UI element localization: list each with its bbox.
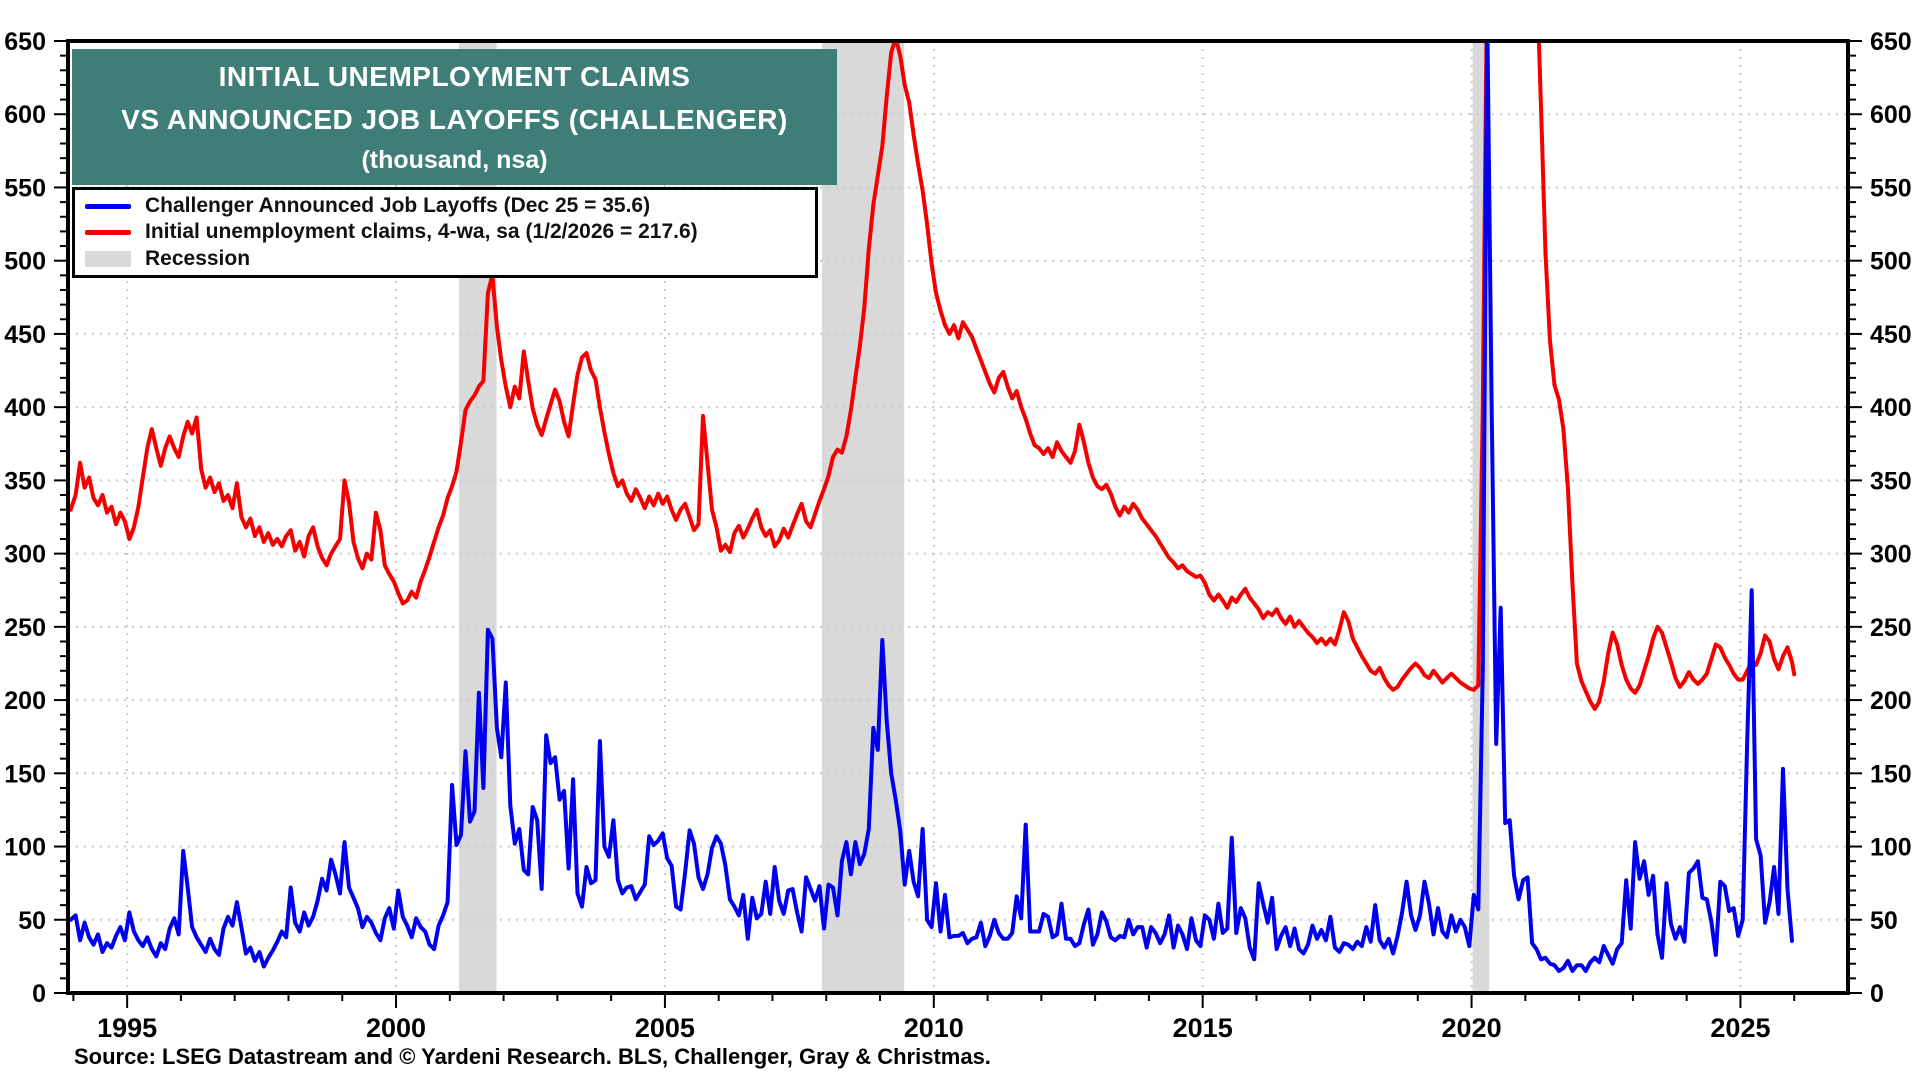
- y-axis-label-right: 450: [1870, 321, 1912, 349]
- x-axis-year-label: 2015: [1173, 1013, 1233, 1043]
- y-axis-label-right: 350: [1870, 467, 1912, 495]
- challenger-layoffs-line: [68, 41, 1794, 973]
- x-axis-year-label: 2010: [904, 1013, 964, 1043]
- legend-item-initial-claims: Initial unemployment claims, 4-wa, sa (1…: [85, 220, 805, 245]
- y-axis-label-left: 50: [18, 907, 46, 935]
- chart-legend: Challenger Announced Job Layoffs (Dec 25…: [72, 187, 818, 278]
- x-axis-year-label: 2005: [635, 1013, 695, 1043]
- legend-label-claims: Initial unemployment claims, 4-wa, sa (1…: [145, 220, 698, 244]
- y-axis-label-right: 650: [1870, 28, 1912, 56]
- legend-label-challenger: Challenger Announced Job Layoffs (Dec 25…: [145, 194, 651, 218]
- chart-title-box: INITIAL UNEMPLOYMENT CLAIMS VS ANNOUNCED…: [72, 49, 837, 185]
- y-axis-label-right: 150: [1870, 760, 1912, 788]
- y-axis-label-right: 0: [1870, 980, 1884, 1008]
- y-axis-label-right: 550: [1870, 174, 1912, 202]
- y-axis-label-right: 200: [1870, 687, 1912, 715]
- y-axis-label-left: 500: [4, 248, 46, 276]
- y-axis-label-left: 550: [4, 174, 46, 202]
- legend-label-recession: Recession: [145, 246, 251, 270]
- chart-units-label: (thousand, nsa): [361, 145, 548, 174]
- y-axis-label-right: 500: [1870, 248, 1912, 276]
- y-axis-label-left: 200: [4, 687, 46, 715]
- y-axis-label-left: 400: [4, 394, 46, 422]
- recession-swatch-icon: [85, 250, 131, 267]
- y-axis-label-right: 100: [1870, 834, 1912, 862]
- x-axis-year-label: 2025: [1710, 1013, 1770, 1043]
- x-axis-year-label: 1995: [97, 1013, 157, 1043]
- y-axis-label-right: 600: [1870, 101, 1912, 129]
- y-axis-label-left: 600: [4, 101, 46, 129]
- y-axis-label-left: 450: [4, 321, 46, 349]
- y-axis-label-left: 150: [4, 760, 46, 788]
- x-axis-year-label: 2000: [366, 1013, 426, 1043]
- chart-title-line2: VS ANNOUNCED JOB LAYOFFS (CHALLENGER): [121, 104, 788, 136]
- y-axis-label-left: 0: [32, 980, 46, 1008]
- initial-claims-line: [68, 41, 1797, 711]
- y-axis-label-right: 300: [1870, 541, 1912, 569]
- blue-line-swatch-icon: [85, 203, 131, 209]
- recession-band: [821, 41, 905, 993]
- legend-item-recession: Recession: [85, 246, 805, 271]
- y-axis-label-right: 250: [1870, 614, 1912, 642]
- y-axis-label-left: 650: [4, 28, 46, 56]
- plot-frame: [66, 39, 1850, 995]
- y-axis-label-left: 300: [4, 541, 46, 569]
- y-axis-label-left: 350: [4, 467, 46, 495]
- y-axis-label-left: 250: [4, 614, 46, 642]
- chart-title-line1: INITIAL UNEMPLOYMENT CLAIMS: [218, 60, 691, 92]
- y-axis-label-left: 100: [4, 834, 46, 862]
- red-line-swatch-icon: [85, 229, 131, 235]
- source-attribution: Source: LSEG Datastream and © Yardeni Re…: [74, 1044, 991, 1069]
- y-axis-label-right: 50: [1870, 907, 1898, 935]
- x-axis-year-label: 2020: [1442, 1013, 1502, 1043]
- y-axis-label-right: 400: [1870, 394, 1912, 422]
- legend-item-challenger-layoffs: Challenger Announced Job Layoffs (Dec 25…: [85, 194, 805, 219]
